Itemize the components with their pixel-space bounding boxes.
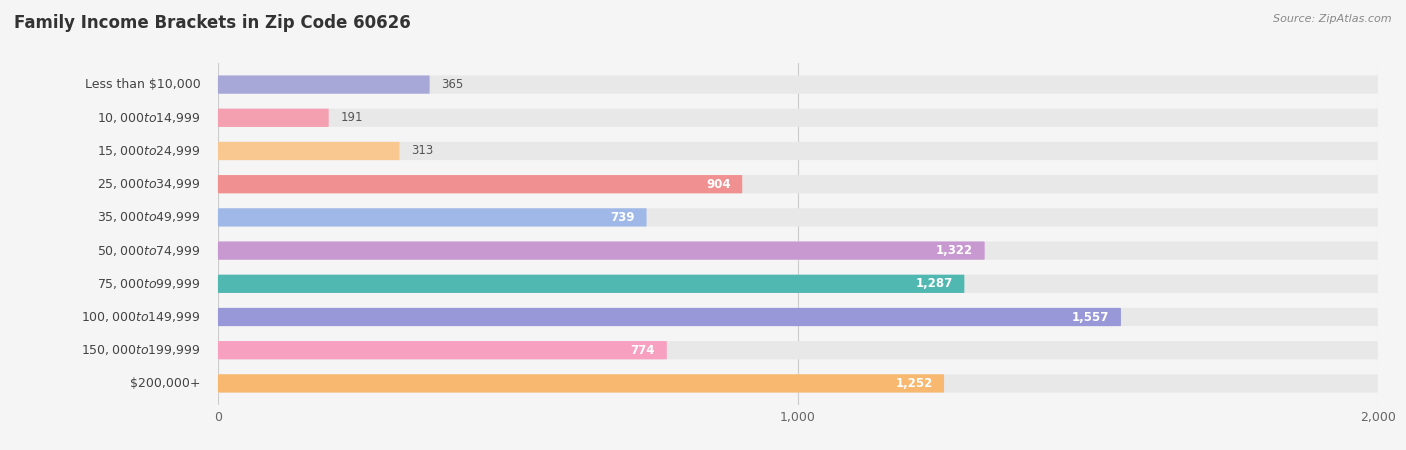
FancyBboxPatch shape bbox=[218, 374, 1378, 392]
FancyBboxPatch shape bbox=[218, 274, 1378, 293]
Text: $75,000 to $99,999: $75,000 to $99,999 bbox=[97, 277, 201, 291]
FancyBboxPatch shape bbox=[218, 308, 1378, 326]
FancyBboxPatch shape bbox=[218, 76, 1378, 94]
Text: $150,000 to $199,999: $150,000 to $199,999 bbox=[82, 343, 201, 357]
Text: 739: 739 bbox=[610, 211, 636, 224]
Text: 1,322: 1,322 bbox=[936, 244, 973, 257]
Text: 365: 365 bbox=[441, 78, 464, 91]
Text: 1,287: 1,287 bbox=[915, 277, 953, 290]
FancyBboxPatch shape bbox=[218, 308, 1121, 326]
Text: 313: 313 bbox=[411, 144, 433, 158]
Text: 904: 904 bbox=[706, 178, 731, 191]
FancyBboxPatch shape bbox=[218, 208, 647, 226]
FancyBboxPatch shape bbox=[218, 108, 329, 127]
FancyBboxPatch shape bbox=[218, 142, 1378, 160]
Text: 1,252: 1,252 bbox=[896, 377, 932, 390]
FancyBboxPatch shape bbox=[218, 274, 965, 293]
Text: Source: ZipAtlas.com: Source: ZipAtlas.com bbox=[1274, 14, 1392, 23]
FancyBboxPatch shape bbox=[218, 374, 943, 392]
FancyBboxPatch shape bbox=[218, 175, 1378, 194]
Text: Less than $10,000: Less than $10,000 bbox=[84, 78, 201, 91]
Text: $200,000+: $200,000+ bbox=[129, 377, 201, 390]
Text: $35,000 to $49,999: $35,000 to $49,999 bbox=[97, 211, 201, 225]
FancyBboxPatch shape bbox=[218, 142, 399, 160]
FancyBboxPatch shape bbox=[218, 341, 666, 360]
Text: 774: 774 bbox=[631, 344, 655, 357]
Text: $25,000 to $34,999: $25,000 to $34,999 bbox=[97, 177, 201, 191]
Text: $100,000 to $149,999: $100,000 to $149,999 bbox=[82, 310, 201, 324]
FancyBboxPatch shape bbox=[218, 242, 1378, 260]
FancyBboxPatch shape bbox=[218, 175, 742, 194]
FancyBboxPatch shape bbox=[218, 76, 430, 94]
Text: $15,000 to $24,999: $15,000 to $24,999 bbox=[97, 144, 201, 158]
FancyBboxPatch shape bbox=[218, 108, 1378, 127]
Text: Family Income Brackets in Zip Code 60626: Family Income Brackets in Zip Code 60626 bbox=[14, 14, 411, 32]
Text: $10,000 to $14,999: $10,000 to $14,999 bbox=[97, 111, 201, 125]
FancyBboxPatch shape bbox=[218, 208, 1378, 226]
FancyBboxPatch shape bbox=[218, 341, 1378, 360]
Text: 1,557: 1,557 bbox=[1071, 310, 1109, 324]
Text: 191: 191 bbox=[340, 111, 363, 124]
FancyBboxPatch shape bbox=[218, 242, 984, 260]
Text: $50,000 to $74,999: $50,000 to $74,999 bbox=[97, 243, 201, 257]
